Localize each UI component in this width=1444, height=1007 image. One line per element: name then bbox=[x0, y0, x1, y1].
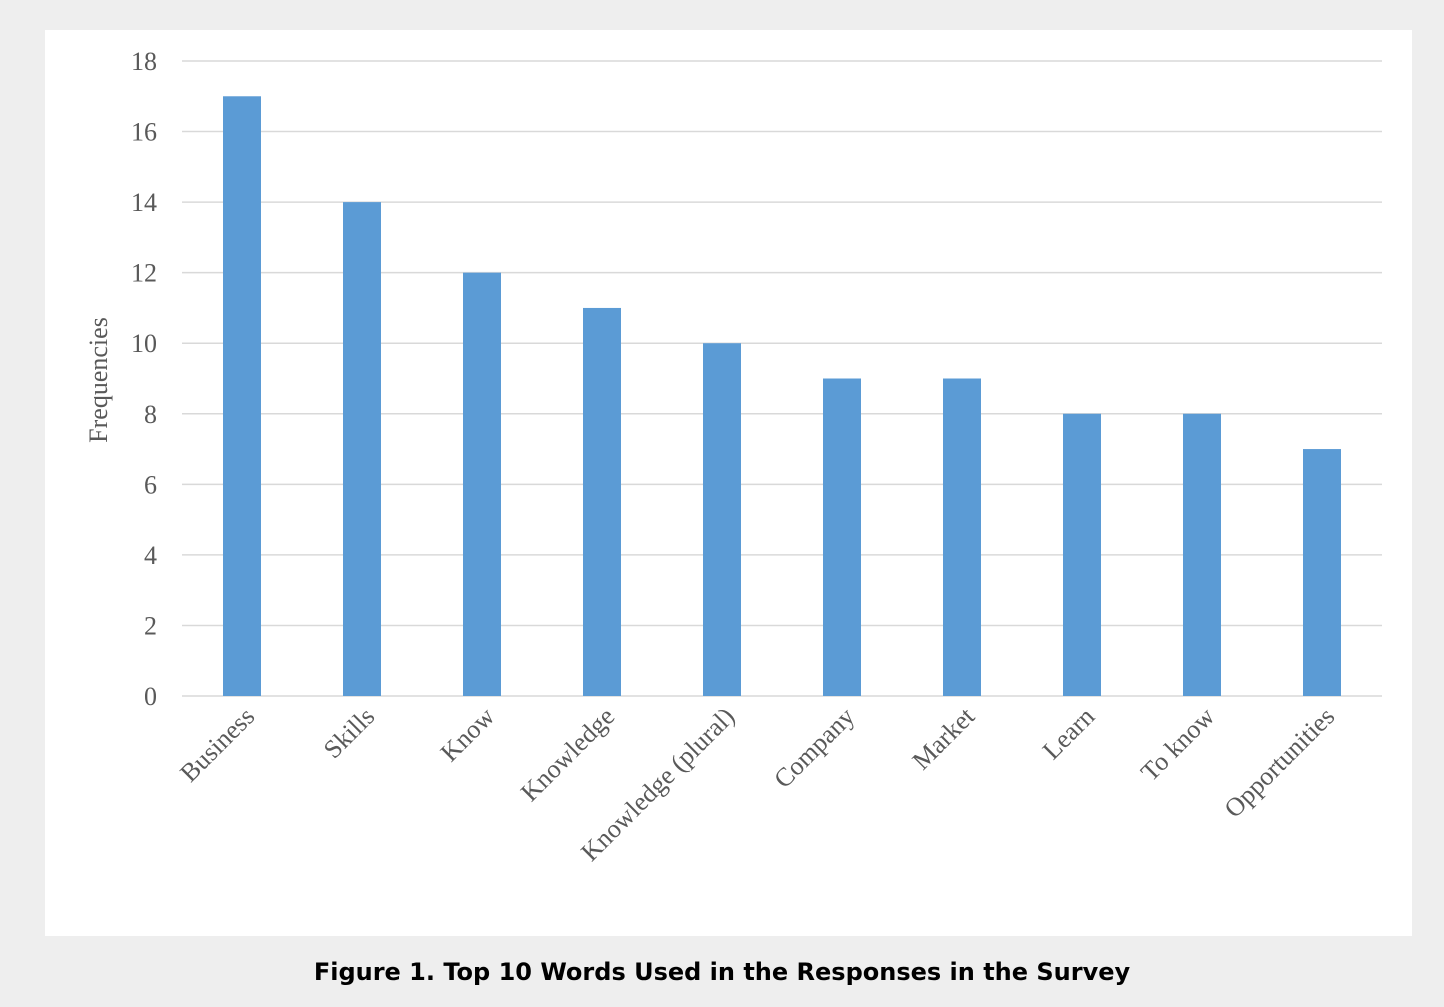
bar-knowledge bbox=[583, 307, 621, 696]
y-axis-label: Frequencies bbox=[84, 317, 113, 443]
y-tick-label: 4 bbox=[144, 541, 157, 570]
gridlines bbox=[182, 60, 1382, 697]
x-tick-label: Business bbox=[174, 702, 260, 788]
x-tick-label: Skills bbox=[318, 702, 380, 764]
y-tick-label: 18 bbox=[131, 47, 157, 76]
bar-skills bbox=[343, 202, 381, 696]
x-tick-label: Opportunities bbox=[1219, 702, 1341, 824]
y-tick-label: 16 bbox=[131, 118, 157, 147]
x-tick-label: Know bbox=[435, 702, 501, 768]
x-tick-label: Knowledge bbox=[515, 702, 620, 807]
bars bbox=[223, 96, 1341, 697]
y-tick-label: 14 bbox=[131, 188, 157, 217]
y-tick-label: 2 bbox=[144, 611, 157, 640]
bar-company bbox=[823, 378, 861, 696]
bar-business bbox=[223, 96, 261, 697]
x-tick-label: To know bbox=[1135, 702, 1220, 787]
y-tick-label: 12 bbox=[131, 259, 157, 288]
bar-knowledge-plural bbox=[703, 343, 741, 696]
figure-caption: Figure 1. Top 10 Words Used in the Respo… bbox=[313, 958, 1131, 986]
bar-market bbox=[943, 378, 981, 696]
y-tick-labels: 0 2 4 6 8 10 12 14 16 18 bbox=[131, 47, 157, 711]
x-tick-label: Learn bbox=[1037, 702, 1100, 765]
x-tick-label: Company bbox=[768, 702, 860, 794]
bar-to-know bbox=[1183, 413, 1221, 696]
bar-opportunities bbox=[1303, 449, 1341, 696]
chart-panel: 0 2 4 6 8 10 12 14 16 18 Business Skills Know Knowle… bbox=[45, 30, 1412, 936]
y-tick-label: 10 bbox=[131, 329, 157, 358]
bar-learn bbox=[1063, 413, 1101, 696]
bar-chart: 0 2 4 6 8 10 12 14 16 18 Business Skills Know Knowle… bbox=[84, 47, 1382, 867]
y-tick-label: 8 bbox=[144, 400, 157, 429]
x-tick-label: Market bbox=[907, 701, 981, 775]
y-tick-label: 6 bbox=[144, 470, 157, 499]
bar-know bbox=[463, 272, 501, 696]
y-tick-label: 0 bbox=[144, 682, 157, 711]
